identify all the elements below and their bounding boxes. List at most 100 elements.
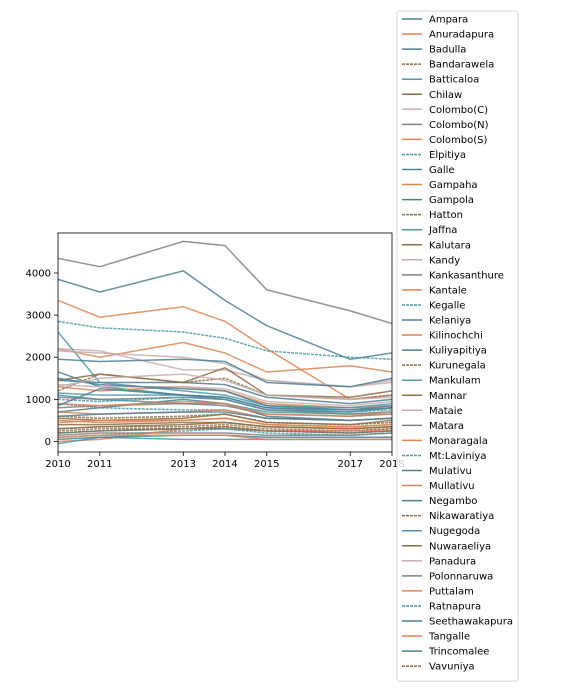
legend-label: Mannar bbox=[429, 391, 468, 402]
series-line-vavuniya bbox=[58, 425, 392, 434]
series-line-kurunegala bbox=[58, 373, 392, 401]
legend-label: Seethawakapura bbox=[429, 617, 513, 628]
legend-item: Monaragala bbox=[402, 436, 488, 447]
series-line-nuwaraeliya bbox=[58, 421, 392, 430]
series-line-mullativu bbox=[58, 434, 392, 441]
legend-item: Mataie bbox=[402, 406, 463, 417]
legend-label: Mullativu bbox=[429, 481, 475, 492]
legend-item: Badulla bbox=[402, 45, 466, 56]
legend-label: Colombo(C) bbox=[429, 105, 488, 116]
legend-item: Kurunegala bbox=[402, 361, 486, 372]
series-line-mt-laviniya bbox=[58, 320, 392, 361]
legend-label: Kankasanthure bbox=[429, 270, 504, 281]
legend-label: Mt:Laviniya bbox=[429, 451, 486, 462]
legend-label: Jaffna bbox=[428, 225, 457, 236]
legend-item: Kegalle bbox=[402, 300, 465, 311]
legend-item: Vavuniya bbox=[402, 662, 475, 673]
legend-box bbox=[396, 10, 519, 682]
legend-item: Kankasanthure bbox=[402, 270, 504, 281]
legend-label: Mulativu bbox=[429, 466, 472, 477]
legend-label: Nugegoda bbox=[429, 526, 480, 537]
legend-item: Kantale bbox=[402, 285, 467, 296]
legend-item: Colombo(S) bbox=[402, 135, 487, 146]
legend-item: Polonnaruwa bbox=[402, 571, 493, 582]
legend-item: Anuradapura bbox=[402, 30, 494, 41]
legend-item: Kilinochchi bbox=[402, 331, 483, 342]
legend-item: Gampola bbox=[402, 195, 474, 206]
legend-label: Batticaloa bbox=[429, 75, 479, 86]
legend-label: Elpitiya bbox=[429, 150, 466, 161]
legend-item: Kalutara bbox=[402, 240, 471, 251]
legend-item: Panadura bbox=[402, 556, 476, 567]
legend-item: Matara bbox=[402, 421, 464, 432]
legend-label: Anuradapura bbox=[429, 30, 494, 41]
series-line-jaffna bbox=[58, 331, 392, 409]
legend-item: Nikawaratiya bbox=[402, 511, 494, 522]
series-line-ratnapura bbox=[58, 396, 392, 413]
legend-item: Galle bbox=[402, 165, 455, 176]
legend-label: Mataie bbox=[429, 406, 463, 417]
y-tick-label: 3000 bbox=[26, 311, 51, 322]
legend-item: Trincomalee bbox=[402, 647, 489, 658]
series-line-nikawaratiya bbox=[58, 413, 392, 426]
legend-label: Kantale bbox=[429, 285, 467, 296]
y-tick-label: 4000 bbox=[26, 269, 51, 280]
series-line-panadura bbox=[58, 373, 392, 401]
legend-item: Ampara bbox=[402, 15, 468, 26]
series-line-kilinochchi bbox=[58, 425, 392, 443]
legend-item: Mannar bbox=[402, 391, 468, 402]
legend-label: Kegalle bbox=[429, 300, 465, 311]
legend-item: Nugegoda bbox=[402, 526, 480, 537]
x-tick-label: 2011 bbox=[87, 459, 112, 470]
legend-label: Matara bbox=[429, 421, 464, 432]
legend-item: Kuliyapitiya bbox=[402, 346, 487, 357]
series-line-colombo-n- bbox=[58, 240, 392, 325]
legend-label: Kuliyapitiya bbox=[429, 346, 487, 357]
legend-label: Gampaha bbox=[429, 180, 478, 191]
legend-label: Badulla bbox=[429, 45, 466, 56]
legend-label: Trincomalee bbox=[428, 647, 489, 658]
legend-label: Tangalle bbox=[428, 632, 470, 643]
plot-frame bbox=[57, 232, 393, 453]
legend-item: Colombo(N) bbox=[402, 120, 489, 131]
legend-label: Hatton bbox=[429, 210, 463, 221]
x-tick-label: 2018 bbox=[379, 459, 404, 470]
x-tick-label: 2013 bbox=[171, 459, 196, 470]
x-tick-label: 2010 bbox=[45, 459, 70, 470]
legend-item: Bandarawela bbox=[402, 60, 494, 71]
legend-label: Panadura bbox=[429, 556, 476, 567]
legend-label: Ratnapura bbox=[429, 601, 481, 612]
legend-label: Galle bbox=[429, 165, 455, 176]
x-tick-label: 2014 bbox=[212, 459, 237, 470]
series-line-kuliyapitiya bbox=[58, 358, 392, 388]
series-line-mataie bbox=[58, 383, 392, 407]
series-line-seethawakapura bbox=[58, 411, 392, 422]
legend-label: Bandarawela bbox=[429, 60, 494, 71]
y-tick-label: 2000 bbox=[26, 353, 51, 364]
series-line-anuradapura bbox=[58, 341, 392, 373]
legend-label: Nuwaraeliya bbox=[429, 541, 491, 552]
legend-item: Kelaniya bbox=[402, 316, 471, 327]
legend-item: Elpitiya bbox=[402, 150, 466, 161]
legend: Ampara Anuradapura Badulla Bandarawela Batti… bbox=[396, 10, 519, 682]
series-line-mankulam bbox=[58, 436, 392, 445]
legend-item: Seethawakapura bbox=[402, 617, 513, 628]
legend-label: Colombo(N) bbox=[429, 120, 489, 131]
y-axis: 0 1000 2000 3000 4000 bbox=[26, 269, 58, 448]
legend-label: Gampola bbox=[429, 195, 474, 206]
legend-item: Hatton bbox=[402, 210, 463, 221]
legend-label: Kalutara bbox=[429, 240, 471, 251]
x-tick-label: 2015 bbox=[254, 459, 279, 470]
legend-item: Colombo(C) bbox=[402, 105, 488, 116]
legend-label: Monaragala bbox=[429, 436, 488, 447]
legend-item: Mullativu bbox=[402, 481, 475, 492]
legend-label: Kelaniya bbox=[429, 316, 471, 327]
legend-label: Mankulam bbox=[429, 376, 481, 387]
legend-label: Ampara bbox=[429, 15, 468, 26]
series-line-tangalle bbox=[58, 417, 392, 428]
plot-lines bbox=[58, 240, 392, 445]
legend-item: Chilaw bbox=[402, 90, 462, 101]
legend-label: Negambo bbox=[429, 496, 477, 507]
x-tick-label: 2017 bbox=[338, 459, 363, 470]
legend-label: Colombo(S) bbox=[429, 135, 487, 146]
